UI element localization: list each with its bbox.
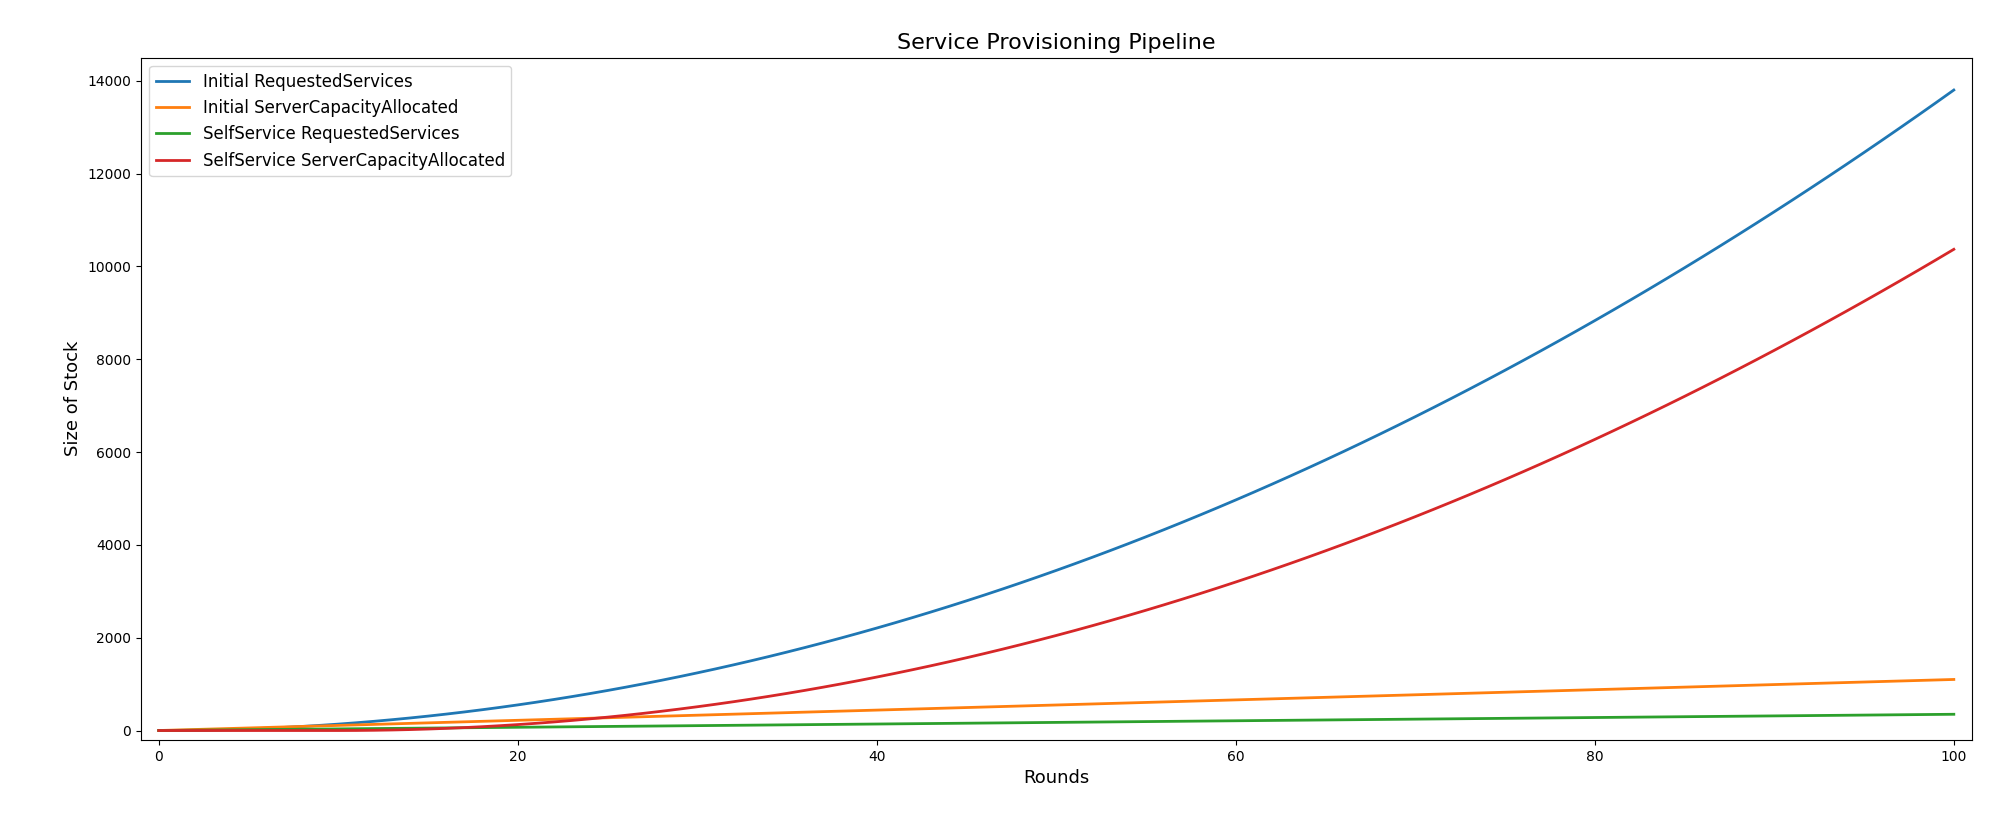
SelfService RequestedServices — [1223, 716, 1247, 726]
SelfService ServerCapacityAllocated — [147, 726, 171, 736]
SelfService ServerCapacityAllocated — [272, 726, 296, 736]
Legend: Initial RequestedServices, Initial ServerCapacityAllocated, SelfService Requeste: Initial RequestedServices, Initial Serve… — [149, 66, 511, 176]
SelfService RequestedServices — [596, 722, 620, 732]
Initial ServerCapacityAllocated — [1223, 695, 1247, 704]
SelfService ServerCapacityAllocated — [1402, 512, 1427, 522]
Initial RequestedServices — [1402, 412, 1427, 422]
SelfService RequestedServices — [1402, 714, 1427, 724]
Line: Initial RequestedServices: Initial RequestedServices — [159, 90, 1954, 731]
Initial RequestedServices — [272, 723, 296, 732]
X-axis label: Rounds: Rounds — [1024, 769, 1088, 787]
SelfService RequestedServices — [1493, 713, 1517, 723]
Initial ServerCapacityAllocated — [596, 713, 620, 723]
SelfService RequestedServices — [1942, 709, 1966, 719]
SelfService ServerCapacityAllocated — [1493, 474, 1517, 484]
Initial ServerCapacityAllocated — [1942, 675, 1966, 685]
Initial ServerCapacityAllocated — [147, 726, 171, 736]
SelfService RequestedServices — [147, 726, 171, 736]
Line: SelfService RequestedServices: SelfService RequestedServices — [159, 714, 1954, 731]
Line: SelfService ServerCapacityAllocated: SelfService ServerCapacityAllocated — [159, 249, 1954, 731]
Initial RequestedServices — [596, 686, 620, 695]
Initial ServerCapacityAllocated — [972, 702, 996, 712]
Initial RequestedServices — [1223, 495, 1247, 505]
SelfService ServerCapacityAllocated — [596, 712, 620, 722]
Initial RequestedServices — [972, 590, 996, 600]
SelfService ServerCapacityAllocated — [1942, 244, 1966, 254]
Y-axis label: Size of Stock: Size of Stock — [64, 341, 82, 456]
SelfService ServerCapacityAllocated — [1223, 577, 1247, 587]
Initial RequestedServices — [1942, 85, 1966, 95]
Initial ServerCapacityAllocated — [272, 722, 296, 732]
Initial RequestedServices — [147, 726, 171, 736]
Title: Service Provisioning Pipeline: Service Provisioning Pipeline — [897, 33, 1215, 53]
Initial ServerCapacityAllocated — [1493, 687, 1517, 697]
SelfService RequestedServices — [272, 724, 296, 734]
Initial RequestedServices — [1493, 365, 1517, 375]
SelfService RequestedServices — [972, 718, 996, 728]
Initial ServerCapacityAllocated — [1402, 690, 1427, 700]
Line: Initial ServerCapacityAllocated: Initial ServerCapacityAllocated — [159, 680, 1954, 731]
SelfService ServerCapacityAllocated — [972, 649, 996, 658]
